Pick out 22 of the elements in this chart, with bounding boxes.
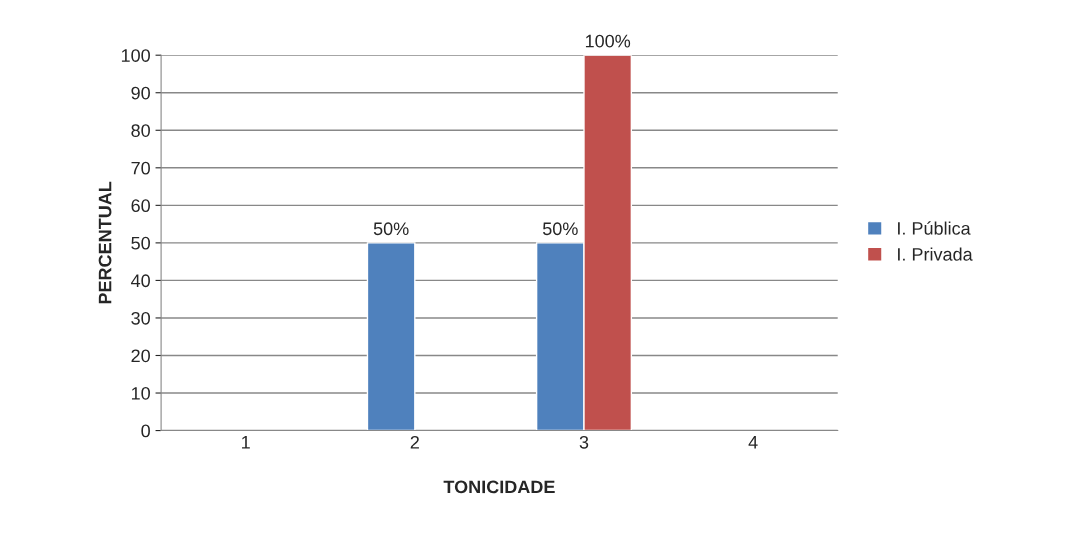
- y-tick-label: 90: [131, 86, 150, 100]
- y-tick-label: 40: [131, 274, 150, 288]
- y-tick-label: 60: [131, 199, 150, 213]
- y-tick-label: 10: [131, 386, 150, 400]
- y-tick-label: 20: [131, 349, 150, 363]
- y-axis-title: PERCENTUAL: [98, 181, 112, 304]
- y-tick-label: 70: [131, 161, 150, 175]
- legend-label: I. Pública: [898, 221, 971, 235]
- data-label: 50%: [542, 222, 578, 236]
- y-tick-label: 80: [131, 124, 150, 137]
- x-axis-title: TONICIDADE: [443, 480, 555, 494]
- y-tick-label: 100: [121, 49, 150, 62]
- legend-label: I. Privada: [898, 247, 973, 261]
- x-tick-label: 3: [579, 435, 589, 449]
- data-label: 100%: [585, 34, 631, 48]
- x-tick-label: 2: [410, 435, 419, 449]
- data-label: 50%: [373, 222, 409, 236]
- y-tick-label: 50: [131, 236, 150, 250]
- y-tick-label: 30: [131, 311, 150, 325]
- x-tick-label: 4: [748, 436, 758, 449]
- y-tick-label: 0: [141, 424, 150, 438]
- x-tick-label: 1: [242, 436, 250, 449]
